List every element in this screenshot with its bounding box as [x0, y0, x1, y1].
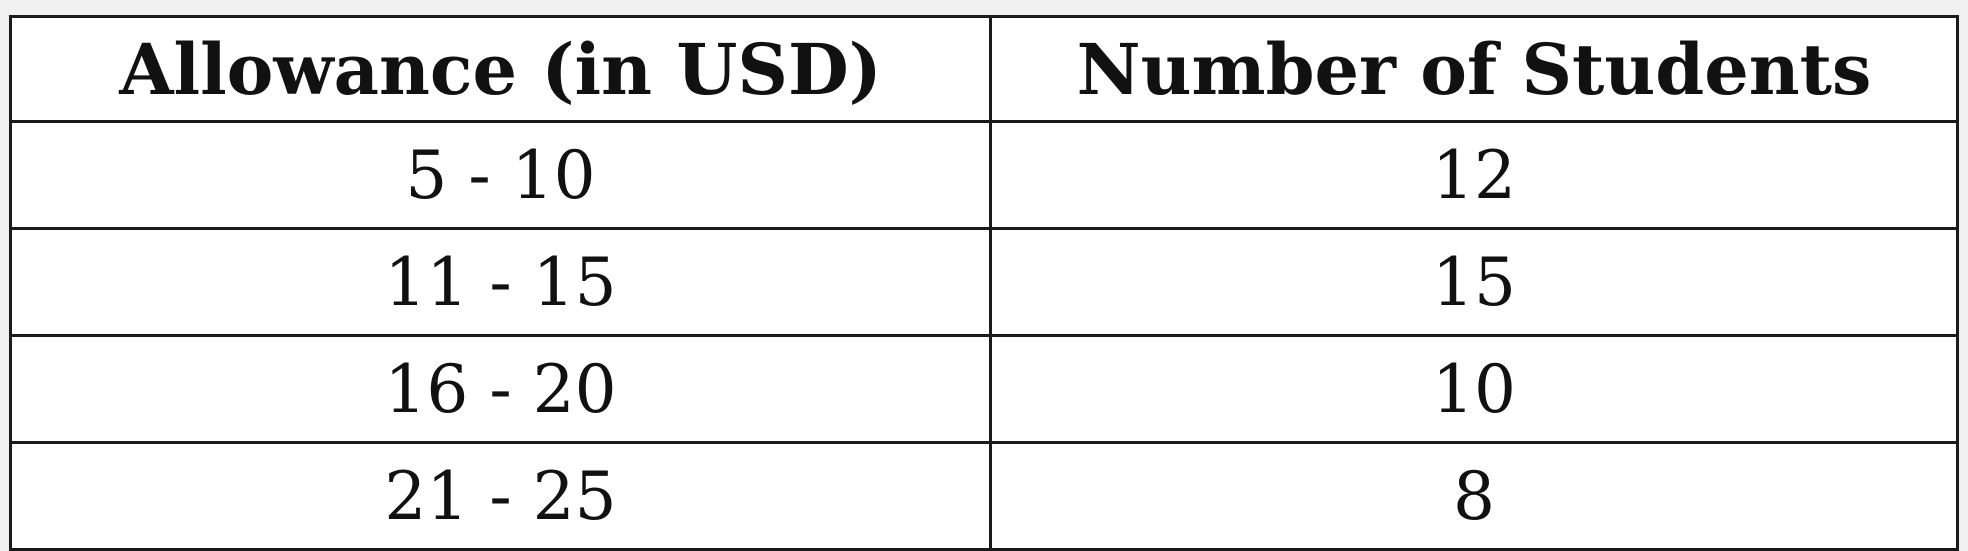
allowance-cell: 16 - 20: [9, 334, 992, 444]
header-number-of-students: Number of Students: [989, 15, 1959, 123]
allowance-table: Allowance (in USD) Number of Students 5 …: [9, 15, 1959, 551]
students-cell: 10: [989, 334, 1959, 444]
students-cell: 8: [989, 441, 1959, 551]
table-row: 21 - 25 8: [9, 441, 1959, 551]
header-allowance: Allowance (in USD): [9, 15, 992, 123]
allowance-cell: 11 - 15: [9, 227, 992, 337]
students-cell: 15: [989, 227, 1959, 337]
allowance-cell: 21 - 25: [9, 441, 992, 551]
table-row: 11 - 15 15: [9, 227, 1959, 337]
students-cell: 12: [989, 120, 1959, 230]
table-row: 5 - 10 12: [9, 120, 1959, 230]
table-row: 16 - 20 10: [9, 334, 1959, 444]
header-row: Allowance (in USD) Number of Students: [9, 15, 1959, 123]
allowance-cell: 5 - 10: [9, 120, 992, 230]
